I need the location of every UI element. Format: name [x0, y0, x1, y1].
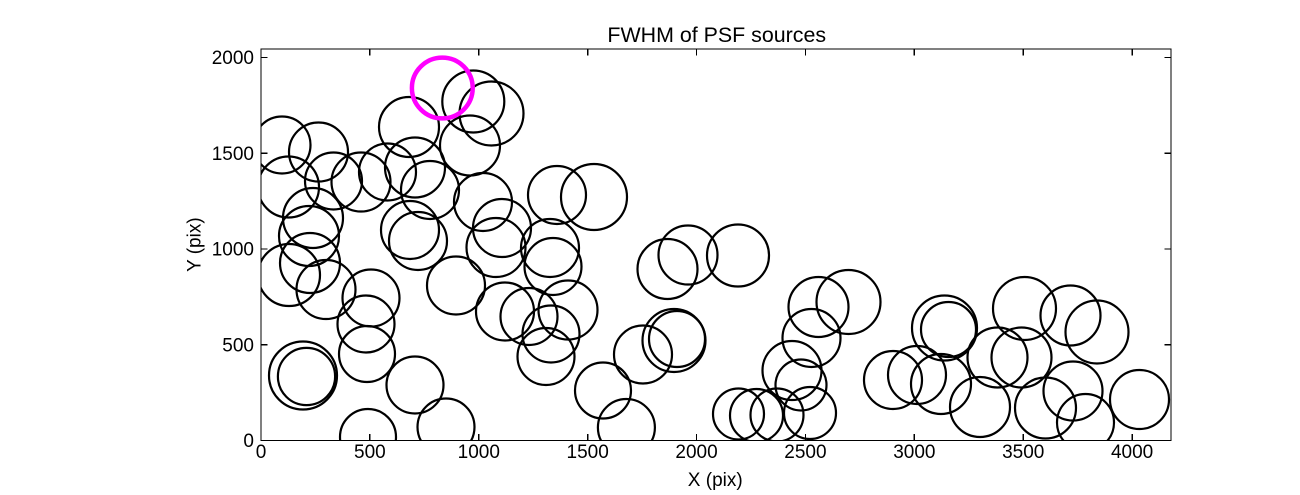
svg-text:1500: 1500	[212, 144, 254, 165]
svg-text:Y (pix): Y (pix)	[184, 217, 205, 272]
svg-text:3000: 3000	[893, 442, 935, 463]
svg-text:500: 500	[354, 442, 386, 463]
svg-text:4000: 4000	[1111, 442, 1153, 463]
svg-text:FWHM of PSF sources: FWHM of PSF sources	[607, 23, 826, 47]
svg-text:2500: 2500	[784, 442, 826, 463]
svg-text:3500: 3500	[1002, 442, 1044, 463]
svg-text:500: 500	[222, 335, 254, 356]
svg-text:2000: 2000	[675, 442, 717, 463]
svg-text:1000: 1000	[458, 442, 500, 463]
svg-text:1000: 1000	[212, 240, 254, 261]
svg-text:2000: 2000	[212, 48, 254, 69]
svg-text:0: 0	[243, 431, 254, 452]
svg-text:0: 0	[256, 442, 267, 463]
svg-text:X (pix): X (pix)	[688, 470, 743, 490]
svg-text:1500: 1500	[567, 442, 609, 463]
